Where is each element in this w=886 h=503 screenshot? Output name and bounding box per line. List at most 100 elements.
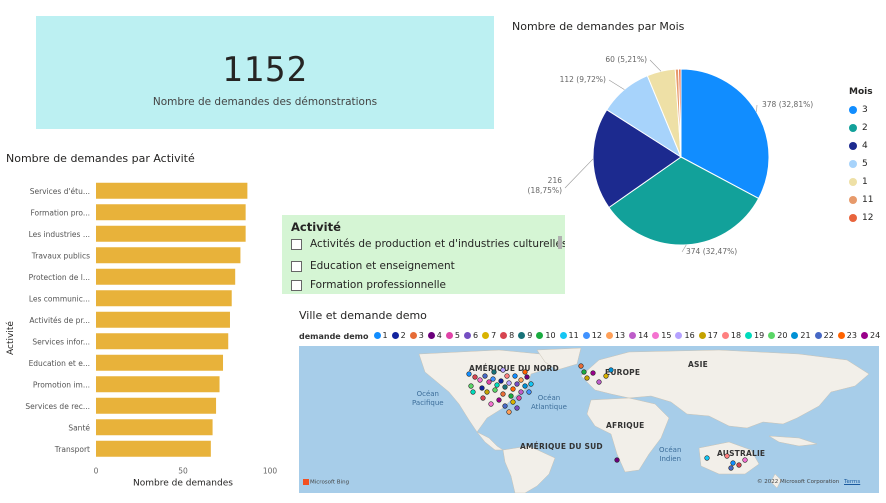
map-point[interactable]: [482, 373, 488, 379]
map-point[interactable]: [608, 367, 614, 373]
bar-chart[interactable]: Services d'étu... Formation pro... Les ind…: [0, 170, 285, 495]
terms-link[interactable]: Terms: [844, 479, 861, 485]
map-point[interactable]: [510, 386, 516, 392]
map-point[interactable]: [614, 457, 620, 463]
map-point[interactable]: [581, 369, 587, 375]
map-point[interactable]: [514, 381, 520, 387]
map-point[interactable]: [518, 377, 524, 383]
map-point[interactable]: [578, 363, 584, 369]
map-point[interactable]: [516, 395, 522, 401]
slicer-scrollbar[interactable]: [558, 236, 562, 249]
map-point[interactable]: [490, 376, 496, 382]
bar[interactable]: [96, 333, 229, 350]
slicer-option[interactable]: Formation professionnelle: [291, 279, 446, 291]
slicer-option[interactable]: Activités de production et d'industries …: [291, 238, 565, 250]
pie-slice[interactable]: [678, 68, 682, 158]
legend-item[interactable]: 2: [849, 119, 873, 137]
map-point[interactable]: [704, 455, 710, 461]
slicer-option[interactable]: Education et enseignement: [291, 260, 455, 272]
map-point[interactable]: [500, 391, 506, 397]
map-point[interactable]: [512, 373, 518, 379]
map-point[interactable]: [486, 379, 492, 385]
map-legend-item[interactable]: 6: [463, 331, 478, 340]
bar[interactable]: [96, 311, 230, 328]
map-legend-item[interactable]: 14: [629, 331, 648, 340]
map-point[interactable]: [466, 371, 472, 377]
map-point[interactable]: [584, 375, 590, 381]
map-point[interactable]: [724, 453, 730, 459]
map-point[interactable]: [496, 397, 502, 403]
map-legend-item[interactable]: 20: [768, 331, 787, 340]
map-legend-item[interactable]: 13: [605, 331, 625, 340]
kpi-card[interactable]: 1152 Nombre de demandes des démonstratio…: [36, 16, 494, 129]
checkbox[interactable]: [291, 279, 302, 291]
bar[interactable]: [96, 290, 232, 307]
activity-slicer[interactable]: Activité Activités de production et d'in…: [282, 215, 565, 294]
legend-item[interactable]: 11: [849, 191, 873, 209]
map-legend-item[interactable]: 4: [427, 331, 442, 340]
map-legend-item[interactable]: 15: [652, 331, 671, 340]
checkbox[interactable]: [291, 238, 302, 250]
map-point[interactable]: [468, 383, 474, 389]
map-legend-item[interactable]: 16: [675, 331, 695, 340]
map-point[interactable]: [480, 395, 486, 401]
map-legend-item[interactable]: 10: [536, 331, 556, 340]
bar[interactable]: [96, 354, 224, 371]
pie-chart[interactable]: 378 (32,81%) 374 (32,47%) 216(18,75%) 112 (…: [510, 40, 850, 280]
map-legend-item[interactable]: 12: [582, 331, 602, 340]
map-point[interactable]: [603, 373, 609, 379]
map-point[interactable]: [730, 460, 736, 466]
map-point[interactable]: [484, 389, 490, 395]
map-point[interactable]: [508, 393, 514, 399]
map-point[interactable]: [504, 373, 510, 379]
legend-item[interactable]: 12: [849, 209, 873, 227]
map-point[interactable]: [736, 462, 742, 468]
map-legend-item[interactable]: 11: [559, 331, 579, 340]
bar[interactable]: [96, 247, 241, 264]
legend-item[interactable]: 1: [849, 173, 873, 191]
map-point[interactable]: [742, 457, 748, 463]
map-point[interactable]: [494, 382, 500, 388]
map-legend-item[interactable]: 1: [373, 331, 388, 340]
map-visual[interactable]: AMÉRIQUE DU NORD EUROPE ASIE AFRIQUE AMÉ…: [299, 346, 879, 493]
map-point[interactable]: [522, 369, 528, 375]
legend-item[interactable]: 5: [849, 155, 873, 173]
bar[interactable]: [96, 419, 213, 436]
map-point[interactable]: [510, 399, 516, 405]
legend-item[interactable]: 4: [849, 137, 873, 155]
map-point[interactable]: [526, 389, 532, 395]
map-point[interactable]: [728, 465, 734, 471]
bar[interactable]: [96, 182, 248, 199]
legend-item[interactable]: 3: [849, 101, 873, 119]
map-legend-item[interactable]: 5: [445, 331, 460, 340]
bar[interactable]: [96, 225, 246, 242]
bar[interactable]: [96, 204, 246, 221]
bar[interactable]: [96, 376, 220, 393]
map-point[interactable]: [492, 387, 498, 393]
map-point[interactable]: [477, 377, 483, 383]
map-legend-item[interactable]: 23: [837, 331, 857, 340]
checkbox[interactable]: [291, 260, 302, 272]
map-legend-item[interactable]: 7: [482, 331, 496, 340]
map-legend-item[interactable]: 21: [791, 331, 811, 340]
map-point[interactable]: [479, 385, 485, 391]
map-point[interactable]: [470, 389, 476, 395]
map-point[interactable]: [506, 380, 512, 386]
bar[interactable]: [96, 440, 211, 457]
map-legend-item[interactable]: 24: [860, 331, 880, 340]
bar[interactable]: [96, 268, 236, 285]
map-point[interactable]: [500, 367, 506, 373]
map-point[interactable]: [514, 405, 520, 411]
map-legend-item[interactable]: 17: [698, 331, 718, 340]
map-legend-item[interactable]: 2: [391, 331, 406, 340]
map-points[interactable]: [299, 346, 879, 493]
bar[interactable]: [96, 397, 217, 414]
map-legend-item[interactable]: 18: [721, 331, 741, 340]
map-point[interactable]: [524, 374, 530, 380]
map-point[interactable]: [491, 369, 497, 375]
map-point[interactable]: [498, 378, 504, 384]
map-point[interactable]: [590, 370, 596, 376]
pie-slice[interactable]: [608, 156, 760, 246]
map-point[interactable]: [506, 409, 512, 415]
map-point[interactable]: [518, 389, 524, 395]
